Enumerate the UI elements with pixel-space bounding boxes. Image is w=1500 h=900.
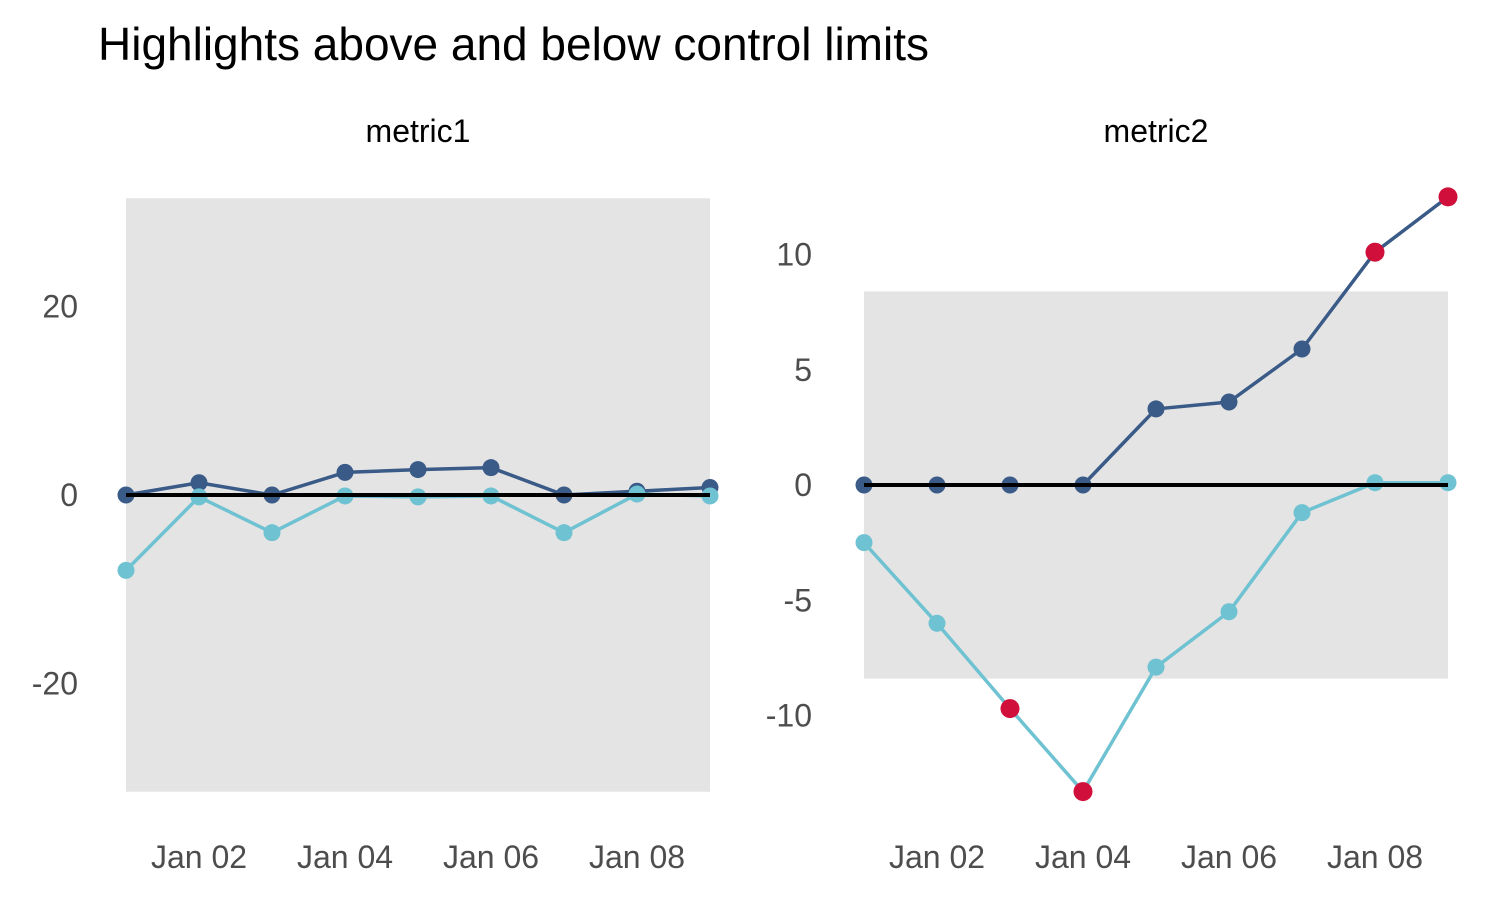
data-point [555,524,573,542]
signal-point [1000,699,1020,719]
x-tick-label: Jan 04 [1035,839,1131,875]
data-point [1439,474,1457,492]
y-tick-label: 20 [42,289,78,325]
y-tick-label: -20 [32,665,78,701]
data-point [263,524,281,542]
data-point [117,561,135,579]
y-tick-label: -5 [784,582,812,618]
signal-point [1365,242,1385,262]
data-point [1220,603,1238,621]
y-tick-label: 0 [794,467,812,503]
facet-title-metric2: metric2 [1103,113,1209,149]
x-tick-label: Jan 06 [443,839,539,875]
data-point [855,534,873,552]
signal-point [1073,782,1093,802]
panel-metric1: 20 0 -20 Jan 02 Jan 04 Jan 06 Jan 08 [32,198,719,875]
signal-point [1438,187,1458,207]
data-point [190,474,208,492]
y-tick-label: 0 [60,477,78,513]
data-point [1293,340,1311,358]
data-point [409,461,427,479]
x-tick-label: Jan 02 [151,839,247,875]
facet-title-metric1: metric1 [365,113,471,149]
data-point [1220,393,1238,411]
x-tick-label: Jan 08 [1327,839,1423,875]
data-point [928,614,946,632]
data-point [336,463,354,481]
y-tick-label: 5 [794,352,812,388]
y-tick-label: 10 [776,237,812,273]
x-tick-label: Jan 06 [1181,839,1277,875]
x-tick-label: Jan 08 [589,839,685,875]
data-point [1147,400,1165,418]
data-point [1366,474,1384,492]
x-tick-label: Jan 02 [889,839,985,875]
x-tick-label: Jan 04 [297,839,393,875]
chart-title: Highlights above and below control limit… [98,18,929,70]
panel-metric2: 10 5 0 -5 -10 Jan 02 Jan 04 Jan 06 Jan 08 [766,187,1458,875]
data-point [482,459,500,477]
data-point [1293,504,1311,522]
data-point [1147,658,1165,676]
y-tick-label: -10 [766,698,812,734]
